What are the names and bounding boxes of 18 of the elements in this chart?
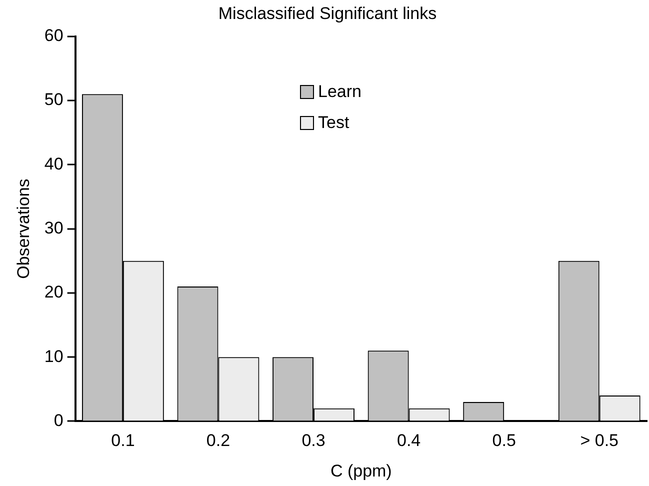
- legend-label: Test: [318, 113, 350, 133]
- y-tick-label: 60: [44, 26, 64, 46]
- legend-label: Learn: [318, 82, 362, 102]
- x-axis-title: C (ppm): [330, 461, 392, 480]
- x-tick-label: 0.1: [111, 431, 135, 450]
- x-tick-label: 0.5: [492, 431, 516, 450]
- y-tick-label: 30: [44, 218, 64, 238]
- y-axis-title: Observations: [14, 178, 33, 279]
- x-tick-label: 0.3: [302, 431, 326, 450]
- y-tick-label: 0: [54, 410, 64, 430]
- chart-title: Misclassified Significant links: [218, 4, 437, 23]
- x-tick-label: > 0.5: [580, 431, 619, 450]
- y-tick-label: 40: [44, 154, 64, 174]
- y-tick-label: 10: [44, 346, 64, 366]
- y-tick-label: 50: [44, 90, 64, 110]
- x-tick-label: 0.4: [396, 431, 421, 450]
- y-tick-label: 20: [44, 282, 64, 302]
- x-tick-label: 0.2: [206, 431, 230, 450]
